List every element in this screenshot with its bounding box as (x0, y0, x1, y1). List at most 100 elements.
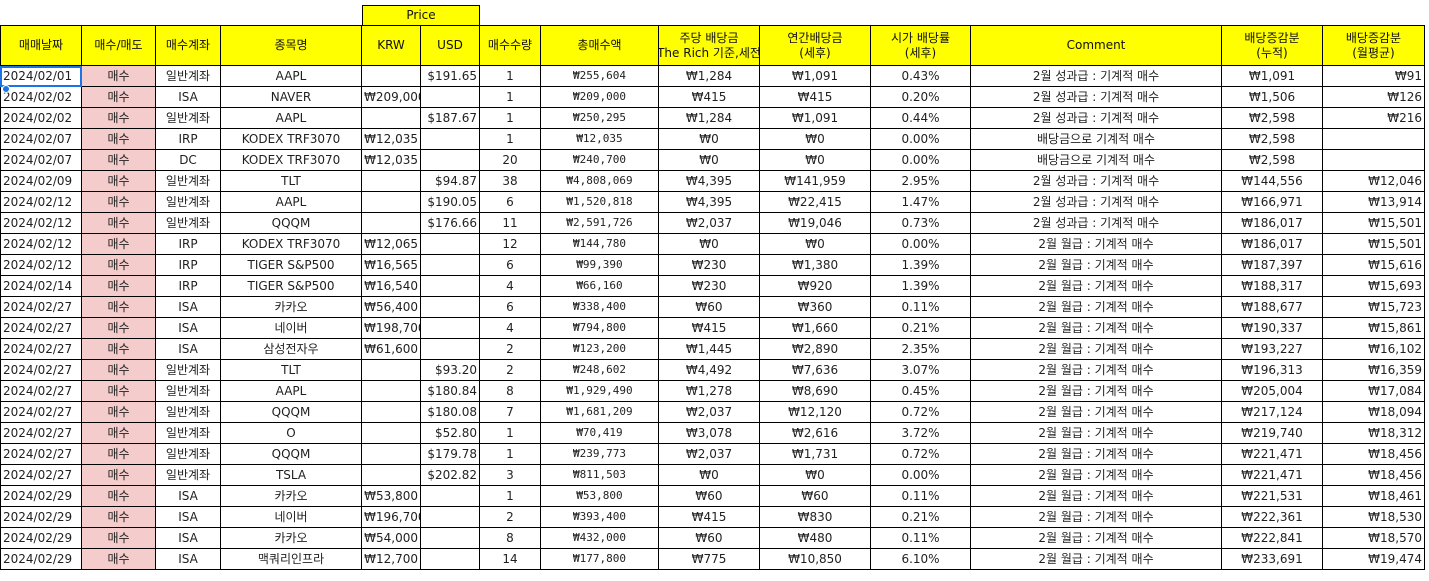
cell-cum[interactable]: ₩221,471 (1222, 465, 1323, 486)
cell-name[interactable]: TLT (221, 171, 362, 192)
cell-account[interactable]: IRP (156, 276, 221, 297)
cell-monthly[interactable]: ₩18,456 (1323, 444, 1425, 465)
cell-cum[interactable]: ₩222,841 (1222, 528, 1323, 549)
cell-usd[interactable]: $202.82 (421, 465, 480, 486)
cell-usd[interactable] (421, 528, 480, 549)
cell-monthly[interactable]: ₩15,501 (1323, 213, 1425, 234)
cell-side[interactable]: 매수 (82, 66, 156, 87)
cell-date[interactable]: 2024/02/09 (0, 171, 82, 192)
cell-yield[interactable]: 1.39% (871, 255, 971, 276)
cell-date[interactable]: 2024/02/14 (0, 276, 82, 297)
cell-cum[interactable]: ₩186,017 (1222, 234, 1323, 255)
column-header-total[interactable]: 총매수액 (541, 25, 659, 66)
cell-name[interactable]: AAPL (221, 108, 362, 129)
cell-name[interactable]: TSLA (221, 465, 362, 486)
cell-date[interactable]: 2024/02/12 (0, 213, 82, 234)
cell-side[interactable]: 매수 (82, 549, 156, 570)
cell-name[interactable]: QQQM (221, 444, 362, 465)
cell-usd[interactable] (421, 87, 480, 108)
cell-account[interactable]: ISA (156, 87, 221, 108)
cell-account[interactable]: DC (156, 150, 221, 171)
cell-comment[interactable]: 2월 월급 : 기계적 매수 (971, 381, 1222, 402)
cell-side[interactable]: 매수 (82, 87, 156, 108)
cell-monthly[interactable]: ₩15,723 (1323, 297, 1425, 318)
cell-qty[interactable]: 1 (480, 108, 541, 129)
cell-annual[interactable]: ₩1,091 (760, 66, 871, 87)
cell-monthly[interactable]: ₩17,084 (1323, 381, 1425, 402)
cell-account[interactable]: 일반계좌 (156, 192, 221, 213)
cell-yield[interactable]: 3.72% (871, 423, 971, 444)
cell-qty[interactable]: 1 (480, 423, 541, 444)
price-group-header[interactable]: Price (362, 5, 480, 25)
cell-side[interactable]: 매수 (82, 339, 156, 360)
cell-yield[interactable]: 0.72% (871, 444, 971, 465)
cell-usd[interactable]: $180.84 (421, 381, 480, 402)
cell-comment[interactable]: 배당금으로 기계적 매수 (971, 150, 1222, 171)
cell-total[interactable]: ₩177,800 (541, 549, 659, 570)
cell-name[interactable]: TIGER S&P500 (221, 276, 362, 297)
cell-total[interactable]: ₩240,700 (541, 150, 659, 171)
cell-cum[interactable]: ₩217,124 (1222, 402, 1323, 423)
cell-annual[interactable]: ₩0 (760, 465, 871, 486)
column-header-krw[interactable]: KRW (362, 25, 421, 66)
cell-dps[interactable]: ₩415 (659, 507, 760, 528)
cell-side[interactable]: 매수 (82, 150, 156, 171)
cell-annual[interactable]: ₩0 (760, 234, 871, 255)
cell-krw[interactable] (362, 360, 421, 381)
cell-account[interactable]: 일반계좌 (156, 381, 221, 402)
cell-usd[interactable]: $187.67 (421, 108, 480, 129)
cell-cum[interactable]: ₩188,677 (1222, 297, 1323, 318)
cell-annual[interactable]: ₩1,731 (760, 444, 871, 465)
cell-krw[interactable]: ₩12,700 (362, 549, 421, 570)
cell-name[interactable]: 카카오 (221, 528, 362, 549)
cell-dps[interactable]: ₩1,284 (659, 66, 760, 87)
cell-cum[interactable]: ₩219,740 (1222, 423, 1323, 444)
cell-side[interactable]: 매수 (82, 213, 156, 234)
cell-date[interactable]: 2024/02/27 (0, 381, 82, 402)
cell-total[interactable]: ₩1,681,209 (541, 402, 659, 423)
cell-date[interactable]: 2024/02/01 (0, 66, 82, 87)
cell-usd[interactable] (421, 150, 480, 171)
cell-comment[interactable]: 2월 성과급 : 기계적 매수 (971, 213, 1222, 234)
cell-annual[interactable]: ₩360 (760, 297, 871, 318)
cell-monthly[interactable]: ₩18,570 (1323, 528, 1425, 549)
cell-comment[interactable]: 2월 월급 : 기계적 매수 (971, 276, 1222, 297)
cell-side[interactable]: 매수 (82, 444, 156, 465)
cell-yield[interactable]: 2.35% (871, 339, 971, 360)
cell-name[interactable]: KODEX TRF3070 (221, 150, 362, 171)
cell-date[interactable]: 2024/02/29 (0, 507, 82, 528)
cell-annual[interactable]: ₩480 (760, 528, 871, 549)
cell-dps[interactable]: ₩4,395 (659, 171, 760, 192)
cell-qty[interactable]: 38 (480, 171, 541, 192)
cell-krw[interactable] (362, 213, 421, 234)
cell-account[interactable]: ISA (156, 318, 221, 339)
cell-qty[interactable]: 2 (480, 360, 541, 381)
cell-monthly[interactable] (1323, 150, 1425, 171)
cell-annual[interactable]: ₩22,415 (760, 192, 871, 213)
cell-dps[interactable]: ₩60 (659, 486, 760, 507)
column-header-yield[interactable]: 시가 배당률 (세후) (871, 25, 971, 66)
cell-account[interactable]: 일반계좌 (156, 213, 221, 234)
cell-monthly[interactable]: ₩18,094 (1323, 402, 1425, 423)
cell-usd[interactable] (421, 234, 480, 255)
cell-total[interactable]: ₩811,503 (541, 465, 659, 486)
cell-dps[interactable]: ₩60 (659, 297, 760, 318)
cell-comment[interactable]: 2월 월급 : 기계적 매수 (971, 423, 1222, 444)
cell-comment[interactable]: 2월 월급 : 기계적 매수 (971, 444, 1222, 465)
cell-cum[interactable]: ₩205,004 (1222, 381, 1323, 402)
cell-usd[interactable] (421, 318, 480, 339)
column-header-comment[interactable]: Comment (971, 25, 1222, 66)
cell-cum[interactable]: ₩2,598 (1222, 129, 1323, 150)
cell-total[interactable]: ₩53,800 (541, 486, 659, 507)
cell-yield[interactable]: 0.20% (871, 87, 971, 108)
cell-total[interactable]: ₩1,929,490 (541, 381, 659, 402)
cell-total[interactable]: ₩99,390 (541, 255, 659, 276)
cell-dps[interactable]: ₩1,445 (659, 339, 760, 360)
cell-monthly[interactable]: ₩216 (1323, 108, 1425, 129)
cell-yield[interactable]: 0.43% (871, 66, 971, 87)
cell-comment[interactable]: 2월 성과급 : 기계적 매수 (971, 171, 1222, 192)
cell-dps[interactable]: ₩4,492 (659, 360, 760, 381)
cell-date[interactable]: 2024/02/12 (0, 192, 82, 213)
cell-cum[interactable]: ₩1,506 (1222, 87, 1323, 108)
cell-qty[interactable]: 1 (480, 444, 541, 465)
